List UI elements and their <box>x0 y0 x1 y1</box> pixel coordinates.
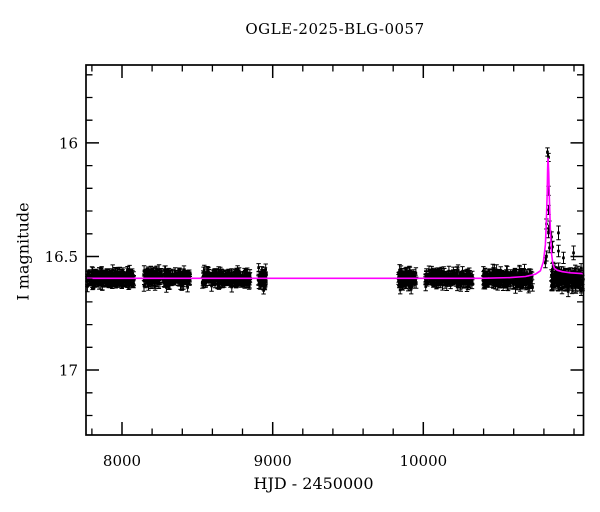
y-tick-label: 16.5 <box>45 248 78 266</box>
plot-frame <box>85 64 585 436</box>
chart-title: OGLE-2025-BLG-0057 <box>245 20 425 38</box>
x-axis-label: HJD - 2450000 <box>253 474 374 493</box>
y-tick-label: 16 <box>59 134 78 152</box>
axis-minor-ticks <box>86 65 584 435</box>
x-tick-label: 10000 <box>399 452 447 470</box>
x-tick-label: 9000 <box>254 452 292 470</box>
x-tick-label: 8000 <box>103 452 141 470</box>
y-tick-label: 17 <box>59 362 78 380</box>
axis-major-ticks <box>86 65 584 435</box>
model-curve-path <box>85 157 585 280</box>
